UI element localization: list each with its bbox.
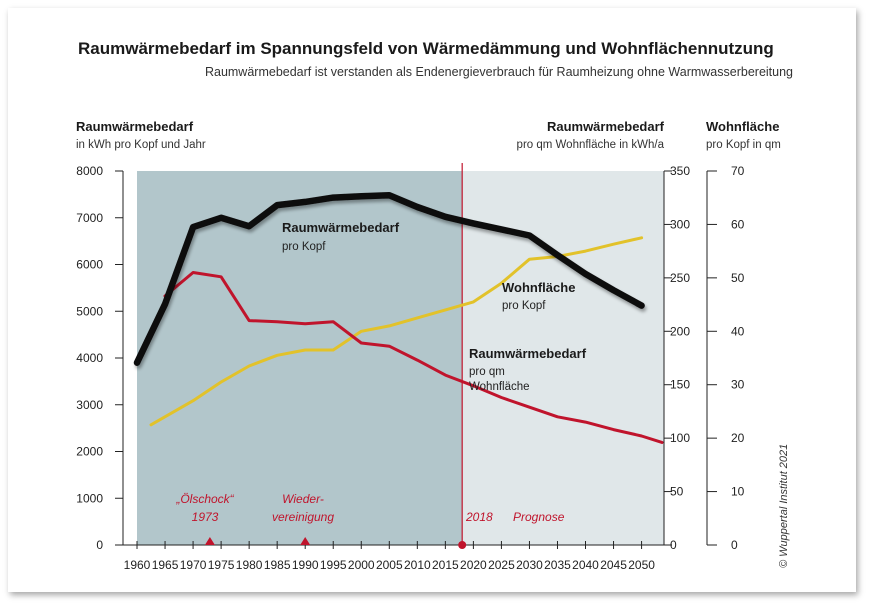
right2-axis-tick-label: 20 <box>731 431 745 445</box>
right1-axis: 0 50 100 150 200 250 300 350 <box>663 164 690 552</box>
x-axis-tick-label: 1995 <box>320 558 347 572</box>
left-axis-tick-label: 1000 <box>76 491 103 505</box>
series-line-raumwaerme-pro-kopf <box>133 192 645 366</box>
label-per-capita-sub: pro Kopf <box>282 241 326 253</box>
label-per-capita-title: Raumwärmebedarf <box>282 220 400 235</box>
event-marker-circle <box>458 541 467 549</box>
x-axis-tick-label: 2020 <box>460 558 487 572</box>
right1-axis-tick-label: 200 <box>670 324 690 338</box>
right2-axis-tick-label: 30 <box>731 378 745 392</box>
event-reunification-2: vereinigung <box>272 510 334 524</box>
x-axis-tick-label: 2045 <box>600 558 627 572</box>
left-axis-title: Raumwärmebedarf <box>76 119 194 134</box>
x-axis-tick-label: 2005 <box>376 558 403 572</box>
event-oil-crisis: „Ölschock“ <box>175 492 234 506</box>
left-axis: 0 1000 2000 3000 4000 5000 6000 7000 8000 <box>76 164 124 552</box>
right2-axis-tick-label: 60 <box>731 217 745 231</box>
right2-axis-tick-label: 40 <box>731 324 745 338</box>
right2-axis-tick-label: 70 <box>731 164 745 178</box>
event-2018: 2018 <box>465 510 493 524</box>
copyright: © Wuppertal Institut 2021 <box>778 444 790 568</box>
right1-axis-tick-label: 300 <box>670 217 690 231</box>
left-axis-tick-label: 0 <box>96 538 103 552</box>
x-axis-tick-label: 2050 <box>628 558 655 572</box>
x-axis-tick-label: 2040 <box>572 558 599 572</box>
left-axis-tick-label: 8000 <box>76 164 103 178</box>
chart-title: Raumwärmebedarf im Spannungsfeld von Wär… <box>78 39 774 58</box>
right2-axis-tick-label: 10 <box>731 485 745 499</box>
right2-axis-title: Wohnfläche <box>706 119 779 134</box>
label-per-sqm-sub1: pro qm <box>469 366 505 378</box>
left-axis-tick-label: 7000 <box>76 211 103 225</box>
right2-axis-unit: pro Kopf in qm <box>706 139 781 151</box>
right1-axis-tick-label: 100 <box>670 431 690 445</box>
x-axis-tick-label: 2015 <box>432 558 459 572</box>
event-marker-triangle <box>204 537 215 545</box>
right1-axis-tick-label: 250 <box>670 271 690 285</box>
forecast-region <box>462 171 664 545</box>
left-axis-tick-label: 3000 <box>76 398 103 412</box>
label-per-sqm-sub2: Wohnfläche <box>469 381 530 393</box>
x-axis-tick-label: 2025 <box>488 558 515 572</box>
series-line-raumwaerme-pro-qm <box>163 271 664 444</box>
x-axis-tick-label: 2000 <box>348 558 375 572</box>
label-area-sub: pro Kopf <box>502 300 546 312</box>
event-markers <box>204 537 467 549</box>
x-axis-tick-label: 1975 <box>208 558 235 572</box>
right2-axis-tick-label: 0 <box>731 538 738 552</box>
x-axis-tick-label: 1960 <box>124 558 151 572</box>
x-axis-tick-label: 1990 <box>292 558 319 572</box>
event-marker-triangle <box>300 537 311 545</box>
x-axis-tick-label: 2010 <box>404 558 431 572</box>
x-axis-tick-label: 2035 <box>544 558 571 572</box>
right2-axis: 0 10 20 30 40 50 60 70 <box>706 164 745 552</box>
left-axis-tick-label: 2000 <box>76 445 103 459</box>
right1-axis-tick-label: 0 <box>670 538 677 552</box>
event-oil-crisis-year: 1973 <box>192 510 219 524</box>
left-axis-tick-label: 4000 <box>76 351 103 365</box>
right1-axis-tick-label: 350 <box>670 164 690 178</box>
left-axis-unit: in kWh pro Kopf und Jahr <box>76 139 206 151</box>
x-axis-tick-label: 1980 <box>236 558 263 572</box>
chart-subtitle: Raumwärmebedarf ist verstanden als Enden… <box>205 65 793 79</box>
label-per-sqm-title: Raumwärmebedarf <box>469 346 587 361</box>
event-reunification-1: Wieder- <box>282 492 324 506</box>
right1-axis-unit: pro qm Wohnfläche in kWh/a <box>517 139 665 151</box>
x-axis-tick-label: 1970 <box>180 558 207 572</box>
right1-axis-tick-label: 150 <box>670 378 690 392</box>
right2-axis-tick-label: 50 <box>731 271 745 285</box>
x-axis-tick-label: 1985 <box>264 558 291 572</box>
right1-axis-title: Raumwärmebedarf <box>547 119 665 134</box>
event-forecast: Prognose <box>513 510 565 524</box>
x-axis-tick-label: 1965 <box>152 558 179 572</box>
right1-axis-tick-label: 50 <box>670 485 684 499</box>
x-axis-tick-label: 2030 <box>516 558 543 572</box>
left-axis-tick-label: 5000 <box>76 304 103 318</box>
left-axis-tick-label: 6000 <box>76 258 103 272</box>
label-area-title: Wohnfläche <box>502 280 575 295</box>
x-axis: 1960 1965 1970 1975 1980 1985 1990 1995 2000 2005… <box>123 541 664 572</box>
